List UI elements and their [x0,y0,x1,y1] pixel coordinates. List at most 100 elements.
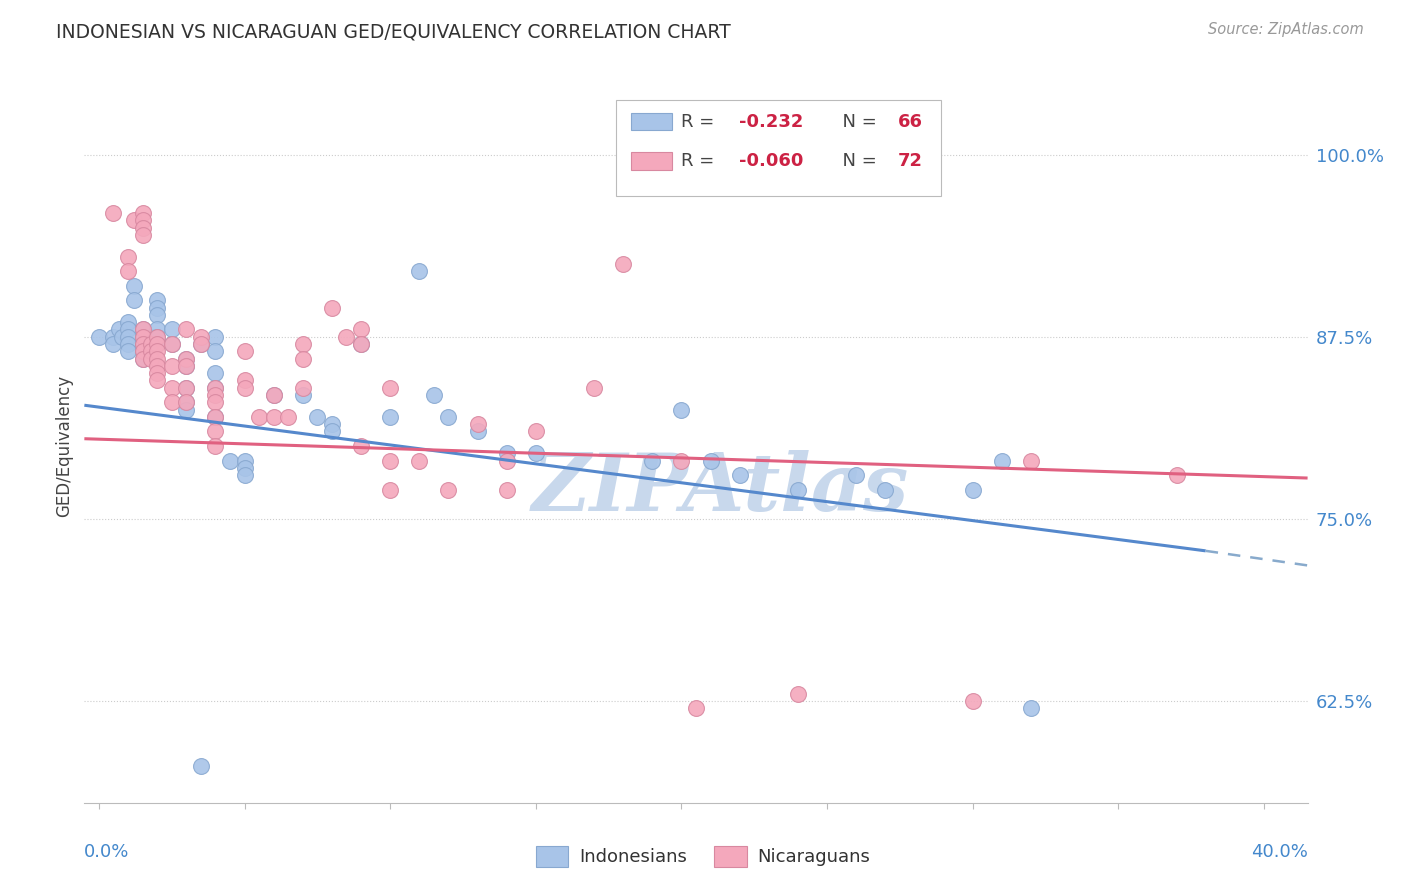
Point [174,381,197,395]
Point [146,293,169,308]
Point [146,337,169,351]
Point [141,337,163,351]
Point [146,322,169,336]
Point [141,337,163,351]
Text: N =: N = [831,152,882,169]
Point [141,330,163,344]
Point [131,330,153,344]
Point [787,687,810,701]
Point [204,425,226,439]
Point [247,409,270,424]
Point [122,293,145,308]
Point [174,359,197,373]
Point [291,381,314,395]
Point [495,453,517,467]
Point [1166,468,1188,483]
Point [335,330,357,344]
Point [131,351,153,366]
Text: R =: R = [682,152,725,169]
Bar [631,153,672,169]
Point [291,351,314,366]
Point [583,381,606,395]
Point [190,337,212,351]
Point [380,453,402,467]
Point [131,322,153,336]
Point [146,359,169,373]
Point [699,453,721,467]
Point [233,381,256,395]
Point [1019,453,1042,467]
Point [131,344,153,359]
Point [146,344,169,359]
Point [131,227,153,242]
Point [87,330,110,344]
Point [787,483,810,497]
Point [174,381,197,395]
Point [131,220,153,235]
Point [233,468,256,483]
Point [728,468,751,483]
Point [350,439,373,453]
Point [263,388,285,402]
Text: Source: ZipAtlas.com: Source: ZipAtlas.com [1208,22,1364,37]
Point [117,264,139,278]
Point [131,351,153,366]
Point [146,366,169,380]
Point [117,330,139,344]
Point [174,395,197,409]
Point [103,206,125,220]
Text: R =: R = [682,112,725,130]
Point [380,483,402,497]
Point [160,395,183,409]
Point [321,301,343,315]
Text: 66: 66 [898,112,922,130]
Point [131,330,153,344]
Point [122,213,145,227]
Point [321,417,343,432]
Point [160,359,183,373]
Point [204,381,226,395]
Point [141,351,163,366]
Point [350,337,373,351]
Point [204,409,226,424]
Point [233,374,256,388]
Point [204,330,226,344]
Point [495,483,517,497]
Point [146,337,169,351]
Point [146,308,169,322]
Point [146,330,169,344]
Point [437,409,460,424]
Text: 72: 72 [898,152,922,169]
Point [204,388,226,402]
Point [1019,701,1042,715]
Point [962,483,984,497]
Point [190,330,212,344]
Point [277,409,299,424]
Text: ZIPAtlas: ZIPAtlas [531,450,910,527]
Point [641,453,664,467]
Point [263,388,285,402]
Point [495,446,517,460]
Point [233,344,256,359]
Point [131,337,153,351]
Point [174,351,197,366]
Text: INDONESIAN VS NICARAGUAN GED/EQUIVALENCY CORRELATION CHART: INDONESIAN VS NICARAGUAN GED/EQUIVALENCY… [56,22,731,41]
Point [437,483,460,497]
Point [233,453,256,467]
Point [141,344,163,359]
Point [103,330,125,344]
Point [117,315,139,329]
Point [190,337,212,351]
Point [174,395,197,409]
Point [350,322,373,336]
Point [131,213,153,227]
Point [350,337,373,351]
Point [845,468,868,483]
Text: 0.0%: 0.0% [84,843,129,861]
Point [380,381,402,395]
Point [671,402,693,417]
Y-axis label: GED/Equivalency: GED/Equivalency [55,375,73,517]
Point [291,388,314,402]
Point [111,330,134,344]
Point [131,337,153,351]
